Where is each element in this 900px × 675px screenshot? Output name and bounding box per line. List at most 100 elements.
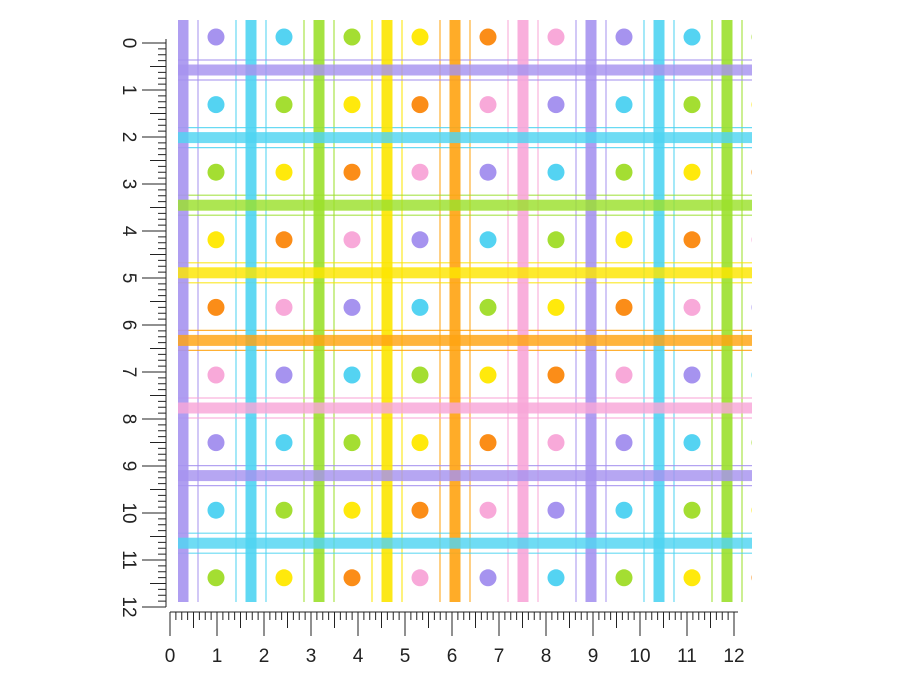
horizontal-stripe-blue (178, 537, 752, 549)
horizontal-stripes (178, 64, 752, 549)
horizontal-ruler-label: 12 (723, 646, 744, 667)
horizontal-ruler-label: 5 (400, 646, 411, 667)
polka-dot-purple (547, 96, 565, 114)
polka-dot-purple (207, 28, 225, 46)
polka-dot-green (343, 434, 361, 452)
polka-dot-purple (751, 304, 752, 311)
polka-dot-green (275, 96, 293, 114)
polka-dot-orange (479, 434, 497, 452)
polka-dot-pink (683, 298, 701, 316)
polka-dot-purple (615, 28, 633, 46)
polka-dot-purple (479, 569, 497, 587)
polka-dot-pink (751, 236, 752, 243)
horizontal-stripe-yellow (178, 267, 752, 279)
polka-dot-pink (411, 163, 429, 181)
horizontal-stripe-pink (178, 402, 752, 414)
vertical-ruler-label: 6 (118, 320, 139, 331)
polka-dot-green (275, 501, 293, 519)
polka-dot-purple (343, 298, 361, 316)
polka-dot-purple (207, 434, 225, 452)
vertical-ruler-label: 2 (118, 132, 139, 143)
polka-dot-yellow (343, 96, 361, 114)
polka-dot-blue (275, 28, 293, 46)
polka-dot-orange (411, 501, 429, 519)
polka-dot-pink (547, 28, 565, 46)
polka-dot-orange (683, 231, 701, 249)
polka-dot-blue (411, 298, 429, 316)
polka-dot-blue (547, 569, 565, 587)
vertical-ruler-label: 12 (118, 596, 139, 617)
polka-dot-orange (547, 366, 565, 384)
polka-dot-blue (207, 96, 225, 114)
vertical-ruler-label: 11 (118, 550, 139, 570)
polka-dot-pink (547, 434, 565, 452)
horizontal-ruler-label: 10 (629, 646, 650, 667)
polka-dot-green (207, 163, 225, 181)
polka-dot-green (479, 298, 497, 316)
polka-dot-green (683, 501, 701, 519)
vertical-ruler-label: 8 (118, 414, 139, 425)
horizontal-ruler-label: 4 (353, 646, 364, 667)
polka-dot-green (547, 231, 565, 249)
polka-dot-purple (683, 366, 701, 384)
polka-dot-orange (751, 574, 752, 581)
vertical-stripe-orange (449, 20, 461, 602)
horizontal-ruler-label: 11 (677, 646, 697, 667)
polka-dot-blue (683, 28, 701, 46)
polka-dot-green (751, 34, 752, 40)
polka-dot-orange (479, 28, 497, 46)
horizontal-ruler-label: 7 (494, 646, 505, 667)
horizontal-stripe-purple (178, 470, 752, 482)
vertical-stripe-green (313, 20, 325, 602)
polka-dot-orange (343, 163, 361, 181)
vertical-ruler-label: 0 (118, 38, 139, 49)
polka-dot-yellow (479, 366, 497, 384)
vertical-ruler-label: 5 (118, 273, 139, 284)
horizontal-ruler: 0 1 2 3 4 5 6 7 8 9 10 11 12 (165, 611, 745, 667)
vertical-ruler-label: 7 (118, 367, 139, 378)
horizontal-stripe-blue (178, 132, 752, 144)
polka-dot-orange (207, 298, 225, 316)
horizontal-ruler-label: 0 (165, 646, 176, 667)
polka-dot-orange (751, 169, 752, 176)
vertical-stripe-purple (178, 20, 189, 602)
polka-dot-yellow (751, 507, 752, 514)
polka-dots (207, 28, 752, 587)
horizontal-ruler-label: 1 (212, 646, 223, 667)
polka-dot-blue (479, 231, 497, 249)
polka-dot-pink (615, 366, 633, 384)
polka-dot-purple (411, 231, 429, 249)
horizontal-ruler-label: 3 (306, 646, 317, 667)
polka-dot-pink (411, 569, 429, 587)
polka-dot-yellow (275, 163, 293, 181)
horizontal-stripe-orange (178, 334, 752, 346)
vertical-ruler-label: 3 (118, 179, 139, 190)
vertical-ruler-label: 10 (118, 502, 139, 523)
polka-dot-pink (479, 501, 497, 519)
polka-dot-yellow (683, 163, 701, 181)
polka-dot-yellow (343, 501, 361, 519)
polka-dot-pink (343, 231, 361, 249)
polka-dot-purple (479, 163, 497, 181)
polka-dot-pink (479, 96, 497, 114)
vertical-stripe-green (721, 20, 733, 602)
horizontal-ruler-label: 9 (588, 646, 599, 667)
polka-dot-green (751, 439, 752, 446)
polka-dot-green (615, 569, 633, 587)
horizontal-ruler-label: 2 (259, 646, 270, 667)
polka-dot-yellow (547, 298, 565, 316)
vertical-stripe-purple (585, 20, 597, 602)
polka-dot-blue (751, 372, 752, 378)
polka-dot-yellow (275, 569, 293, 587)
polka-dot-yellow (411, 434, 429, 452)
polka-dot-purple (547, 501, 565, 519)
vertical-stripes (178, 20, 733, 602)
polka-dot-green (411, 366, 429, 384)
polka-dot-orange (615, 298, 633, 316)
polka-dot-blue (615, 96, 633, 114)
horizontal-stripe-purple (178, 64, 752, 76)
polka-dot-yellow (207, 231, 225, 249)
polka-dot-blue (207, 501, 225, 519)
vertical-stripe-blue (245, 20, 257, 602)
vertical-stripe-blue (653, 20, 665, 602)
